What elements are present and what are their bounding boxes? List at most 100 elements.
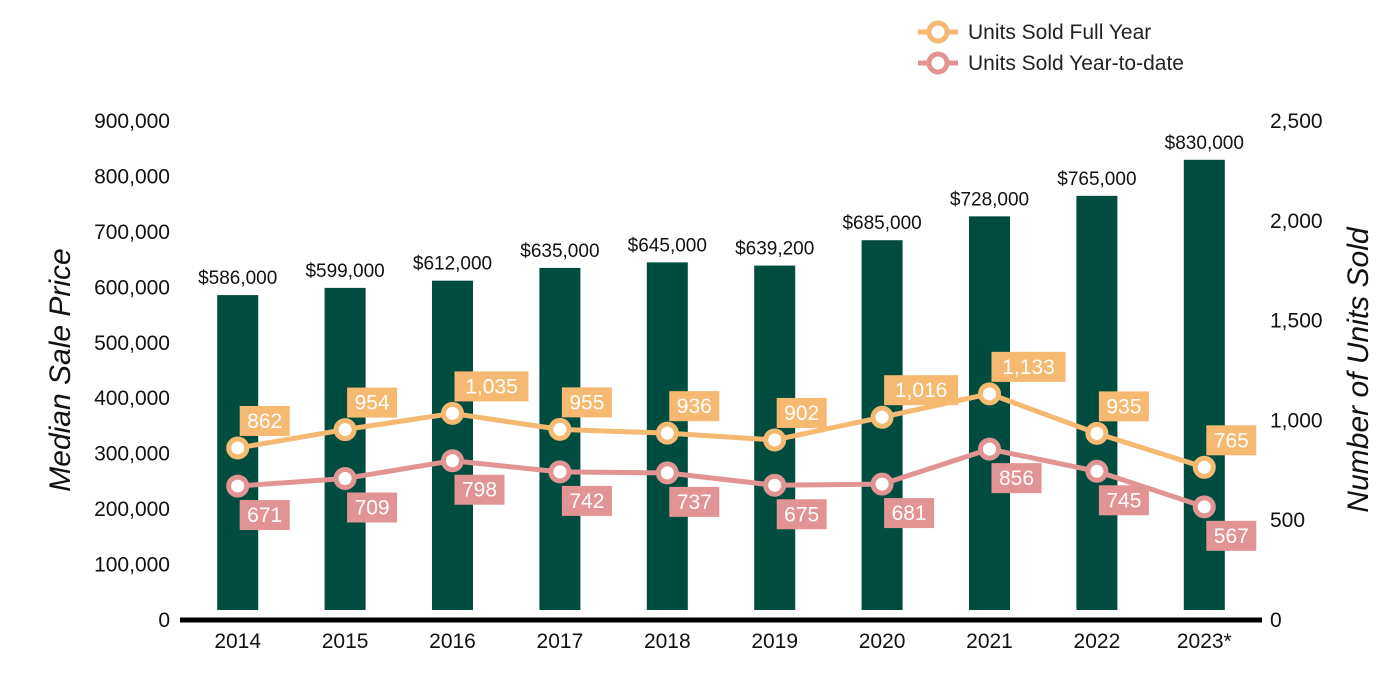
right-tick-label: 2,000 — [1270, 210, 1323, 233]
data-label-box — [1098, 391, 1149, 422]
left-tick-label: 300,000 — [94, 443, 170, 466]
legend-marker — [926, 51, 950, 75]
bar-data-label: $728,000 — [950, 189, 1029, 210]
data-label: 954 — [355, 392, 390, 415]
series-point — [978, 382, 1001, 406]
series-point — [763, 428, 787, 452]
series-point — [333, 466, 357, 490]
data-label-box — [884, 375, 959, 406]
data-label: 936 — [677, 395, 712, 418]
series-line — [237, 446, 1206, 510]
data-label: 955 — [569, 391, 604, 414]
data-label-box — [1206, 425, 1257, 456]
data-label: 675 — [784, 503, 819, 526]
data-label-box — [347, 492, 398, 523]
data-label: 742 — [569, 490, 604, 513]
bar — [969, 216, 1010, 610]
bar-series — [217, 159, 1225, 611]
series-point — [870, 405, 894, 429]
data-label-box — [454, 371, 529, 402]
series-point — [655, 461, 679, 485]
bar-data-label: $612,000 — [413, 254, 492, 275]
right-tick-label: 2,500 — [1270, 110, 1323, 133]
data-label-box — [239, 405, 290, 436]
legend-item: Units Sold Year-to-date — [918, 51, 1184, 75]
series-point — [333, 418, 357, 442]
bar-data-label: $639,200 — [735, 239, 814, 260]
x-tick-label: 2018 — [644, 630, 691, 653]
data-label: 567 — [1214, 525, 1249, 548]
right-tick-label: 0 — [1270, 609, 1282, 632]
legend-marker — [926, 20, 950, 44]
data-label: 1,133 — [1002, 356, 1055, 379]
bar — [432, 280, 473, 610]
data-label: 737 — [677, 491, 712, 514]
data-label-box — [239, 500, 290, 531]
left-tick-label: 800,000 — [94, 165, 170, 188]
series-point — [978, 437, 1001, 461]
x-tick-label: 2014 — [214, 630, 261, 653]
right-tick-label: 1,500 — [1270, 310, 1323, 333]
left-tick-label: 400,000 — [94, 387, 170, 410]
left-axis-title: Median Sale Price — [44, 248, 77, 491]
line-series-full-year: 862 954 1,035 955 936 902 1,016 1,133 935 765 — [226, 351, 1257, 479]
data-label: 935 — [1106, 395, 1141, 418]
data-label: 671 — [247, 504, 282, 527]
bar-data-label: $765,000 — [1057, 169, 1136, 190]
series-point — [1192, 495, 1216, 519]
x-tick-label: 2019 — [751, 630, 798, 653]
series-point — [548, 460, 572, 484]
legend-label: Units Sold Year-to-date — [968, 52, 1184, 75]
right-axis-ticks: 0 500 1,000 1,500 2,000 2,500 — [1270, 110, 1323, 632]
line-series-ytd: 671 709 798 742 737 675 681 856 745 567 — [226, 437, 1257, 551]
x-axis-ticks: 2014 2015 2016 2017 2018 2019 2020 2021 2022 2023… — [214, 630, 1231, 653]
bar-data-label: $586,000 — [198, 268, 277, 289]
bar-data-label: $830,000 — [1165, 133, 1244, 154]
x-tick-label: 2016 — [429, 630, 476, 653]
data-label: 709 — [355, 496, 390, 519]
data-label-box — [454, 474, 505, 505]
data-label-box — [347, 387, 398, 418]
series-line — [237, 391, 1206, 470]
bar-data-label: $599,000 — [305, 261, 384, 282]
left-tick-label: 0 — [158, 609, 170, 632]
legend: Units Sold Full Year Units Sold Year-to-d… — [918, 20, 1184, 75]
series-point — [870, 472, 894, 496]
bar-data-label: $685,000 — [842, 213, 921, 234]
legend-item: Units Sold Full Year — [918, 20, 1151, 44]
series-point — [1085, 421, 1109, 445]
series-point — [226, 436, 250, 460]
series-point — [763, 473, 787, 497]
series-point — [441, 401, 464, 425]
series-point — [655, 421, 679, 445]
series-point — [441, 449, 464, 473]
data-label-box — [991, 351, 1066, 382]
legend-label: Units Sold Full Year — [968, 21, 1151, 44]
x-tick-label: 2023* — [1177, 630, 1232, 653]
bar-data-labels: $586,000 $599,000 $612,000 $635,000 $645,000… — [198, 133, 1244, 289]
data-label-box — [1206, 520, 1257, 551]
right-tick-label: 1,000 — [1270, 409, 1323, 432]
data-label: 856 — [999, 467, 1034, 490]
right-axis-title: Number of Units Sold — [1342, 226, 1375, 512]
left-tick-label: 200,000 — [94, 498, 170, 521]
left-tick-label: 100,000 — [94, 554, 170, 577]
data-label: 902 — [784, 402, 819, 425]
series-point — [226, 474, 250, 498]
series-point — [548, 417, 572, 441]
line-series: 862 954 1,035 955 936 902 1,016 1,133 935 765 671 7… — [226, 351, 1257, 551]
data-label: 1,016 — [895, 379, 948, 402]
bar-data-label: $635,000 — [520, 241, 599, 262]
data-label-box — [669, 391, 720, 422]
data-label-box — [776, 397, 827, 428]
left-tick-label: 900,000 — [94, 110, 170, 133]
left-tick-label: 600,000 — [94, 276, 170, 299]
bar-data-label: $645,000 — [628, 235, 707, 256]
x-tick-label: 2022 — [1074, 630, 1121, 653]
data-label-box — [561, 485, 612, 516]
data-label-box — [991, 463, 1042, 494]
data-label: 1,035 — [465, 375, 518, 398]
data-label: 681 — [892, 502, 927, 525]
data-label: 798 — [462, 479, 497, 502]
